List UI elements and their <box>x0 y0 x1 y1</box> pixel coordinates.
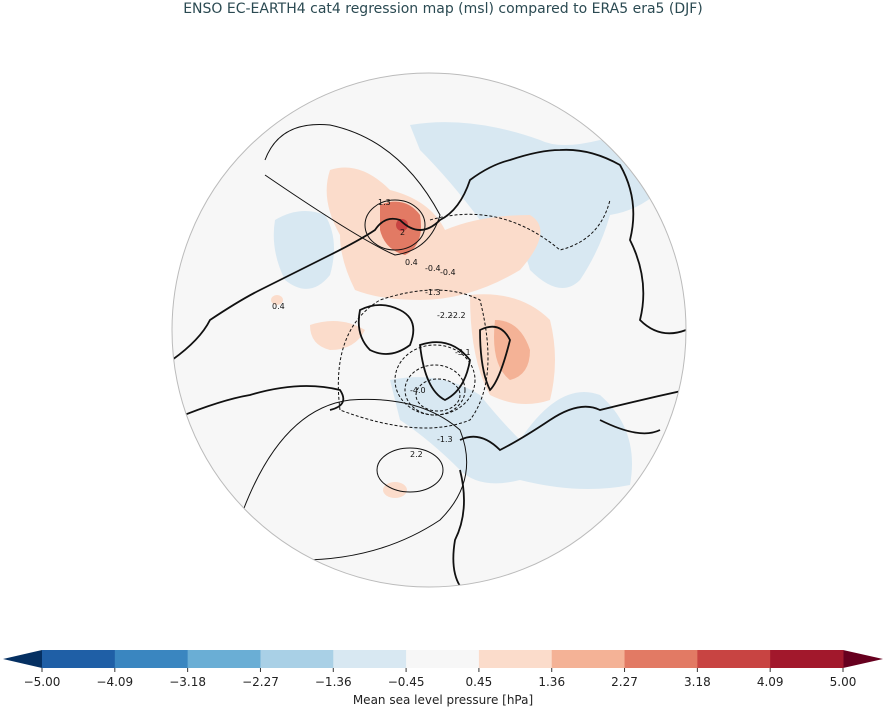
contour-pos-inner <box>364 199 426 251</box>
colorbar-segment <box>406 650 480 668</box>
neg-anomaly-atlantic <box>390 377 632 489</box>
pos-anomaly-core-center <box>396 219 408 231</box>
contour-label: 1.3 <box>378 198 391 207</box>
polar-map: 1.3 -0.4 0.4 -0.4 -1.3 -2.2 -2.2 -3.1 -4… <box>171 72 687 588</box>
colorbar-tick-label: −3.18 <box>169 675 207 689</box>
contour-label: -3.1 <box>455 348 471 357</box>
colorbar-segment <box>697 650 771 668</box>
colorbar-tick-label: 0.45 <box>465 675 493 689</box>
colorbar-tick-label: −2.27 <box>242 675 279 689</box>
coastlines <box>172 148 686 587</box>
colorbar-tick-label: 3.18 <box>684 675 711 689</box>
colorbar-tick-label: 4.09 <box>756 675 784 689</box>
colorbar-label: Mean sea level pressure [hPa] <box>352 693 534 707</box>
colorbar-tick-label: −1.36 <box>314 675 352 689</box>
neg-anomaly-west <box>273 211 334 289</box>
contour-label: -2.2 <box>437 311 453 320</box>
contour-label: -4.0 <box>410 386 426 395</box>
map-boundary <box>171 72 687 588</box>
colorbar-tick-label: −0.45 <box>387 675 425 689</box>
neg-anomaly-north-pacific <box>410 122 660 289</box>
contour-label: -1.3 <box>425 288 441 297</box>
pos-anomaly-tiny <box>271 295 283 305</box>
colorbar-segment <box>333 650 407 668</box>
colorbar-tick-label: 1.36 <box>538 675 566 689</box>
contour-label: 2.2 <box>410 450 423 459</box>
colorbar <box>3 650 883 672</box>
anomaly-shading <box>271 122 660 498</box>
contour-label: -2.2 <box>450 311 466 320</box>
contour-label: 2 <box>400 228 405 237</box>
contour-label: -0.4 <box>440 268 456 277</box>
colorbar-tick-label: −4.09 <box>96 675 134 689</box>
colorbar-under-arrow <box>3 650 42 668</box>
contour-labels: 1.3 -0.4 0.4 -0.4 -1.3 -2.2 -2.2 -3.1 -4… <box>272 198 471 459</box>
contour-neg-4.0 <box>415 378 461 412</box>
colorbar-segment <box>478 650 553 668</box>
contour-label: 0.4 <box>272 302 285 311</box>
colorbar-segment <box>260 650 334 668</box>
contour-label: -0.4 <box>425 264 441 273</box>
contour-neg-2.2 <box>394 344 476 416</box>
map-title: ENSO EC-EARTH4 cat4 regression map (msl)… <box>183 1 703 17</box>
contour-neg-1.3 <box>337 289 489 429</box>
contour-pos-1.3-atlantic <box>229 398 468 561</box>
colorbar-segment <box>42 650 116 668</box>
colorbar-segment <box>624 650 698 668</box>
colorbar-segment <box>551 650 626 668</box>
colorbar-segment <box>187 650 261 668</box>
contour-pos-1.3 <box>264 123 441 256</box>
contour-neg-0.4 <box>429 199 611 251</box>
pos-anomaly-canada <box>310 321 365 350</box>
contour-label: 0.4 <box>405 258 418 267</box>
colorbar-tick-label: 2.27 <box>611 675 638 689</box>
contour-neg-3.1 <box>404 364 466 416</box>
colorbar-tick-label: 5.00 <box>829 675 857 689</box>
contours <box>229 123 611 561</box>
colorbar-segment <box>770 650 844 668</box>
contour-pos-2.2 <box>376 447 444 493</box>
pos-anomaly-beringia <box>326 167 541 300</box>
contour-label: -1.3 <box>437 435 453 444</box>
colorbar-segment <box>114 650 189 668</box>
colorbar-tick-label: −5.00 <box>23 675 61 689</box>
colorbar-over-arrow <box>843 650 883 668</box>
